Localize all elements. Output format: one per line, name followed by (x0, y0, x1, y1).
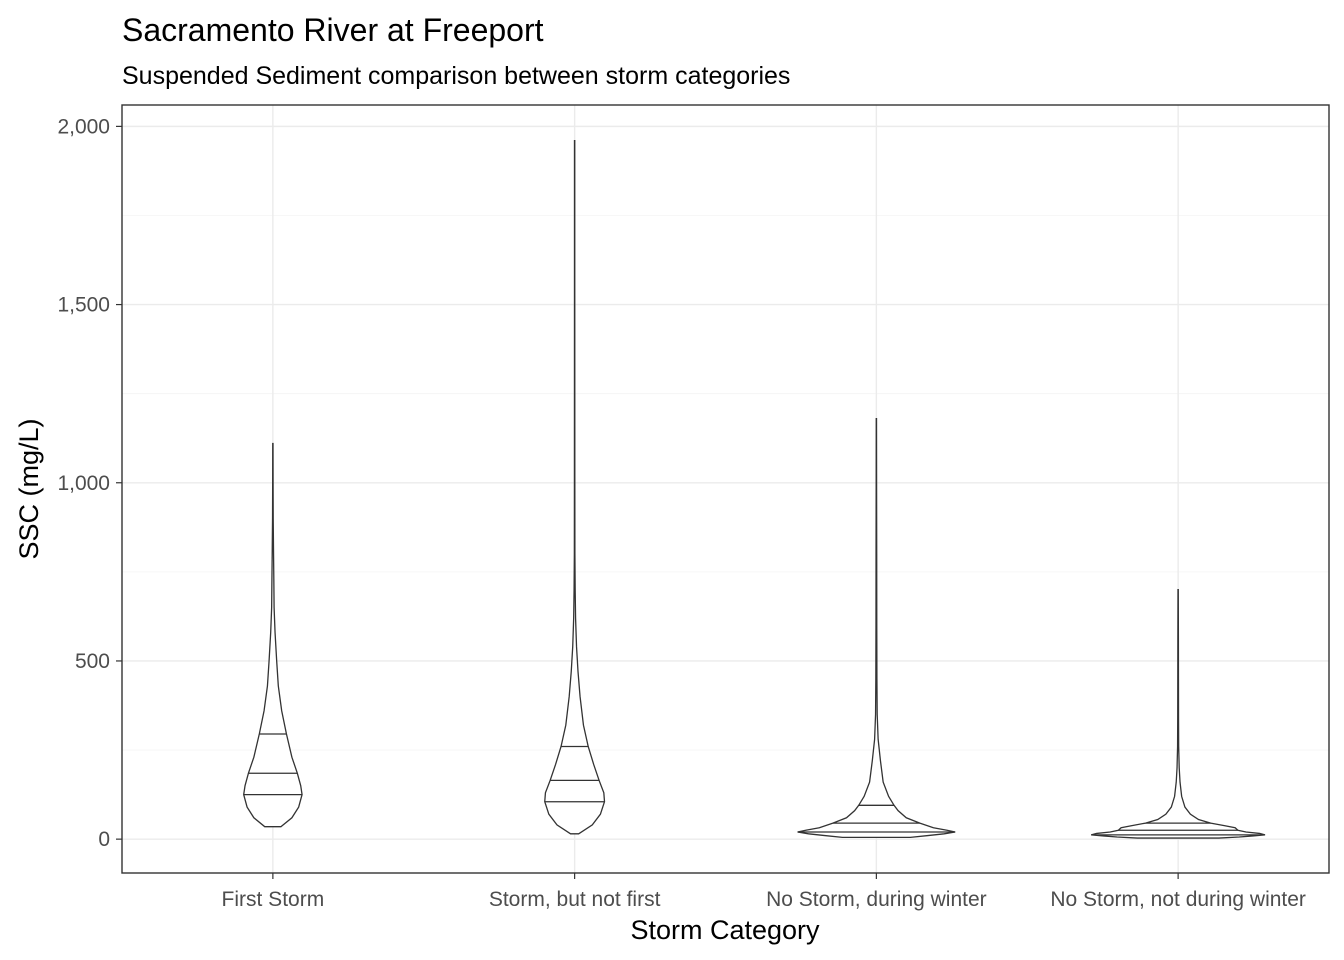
violin-3 (797, 417, 956, 839)
y-tick-label: 1,500 (57, 294, 110, 317)
grid (122, 105, 1329, 873)
violin-1 (243, 442, 303, 828)
y-tick-label: 0 (98, 828, 110, 851)
violin-2 (544, 139, 606, 835)
chart-title: Sacramento River at Freeport (122, 12, 544, 48)
y-axis-title: SSC (mg/L) (14, 418, 44, 559)
y-tick-label: 2,000 (57, 115, 110, 138)
x-axis-title: Storm Category (630, 915, 820, 945)
y-tick-label: 1,000 (57, 472, 110, 495)
x-tick-label: No Storm, not during winter (1050, 888, 1306, 911)
x-tick-label: No Storm, during winter (766, 888, 987, 911)
axes: 0 500 1,000 1,500 2,000 First Storm Storm, but… (57, 115, 1305, 911)
x-tick-label: Storm, but not first (489, 888, 661, 911)
violins (243, 139, 1266, 839)
panel-border (121, 104, 1330, 874)
x-tick-label: First Storm (222, 888, 325, 911)
violin-4 (1091, 589, 1266, 839)
y-tick-label: 500 (75, 650, 110, 673)
chart-subtitle: Suspended Sediment comparison between st… (122, 62, 790, 90)
